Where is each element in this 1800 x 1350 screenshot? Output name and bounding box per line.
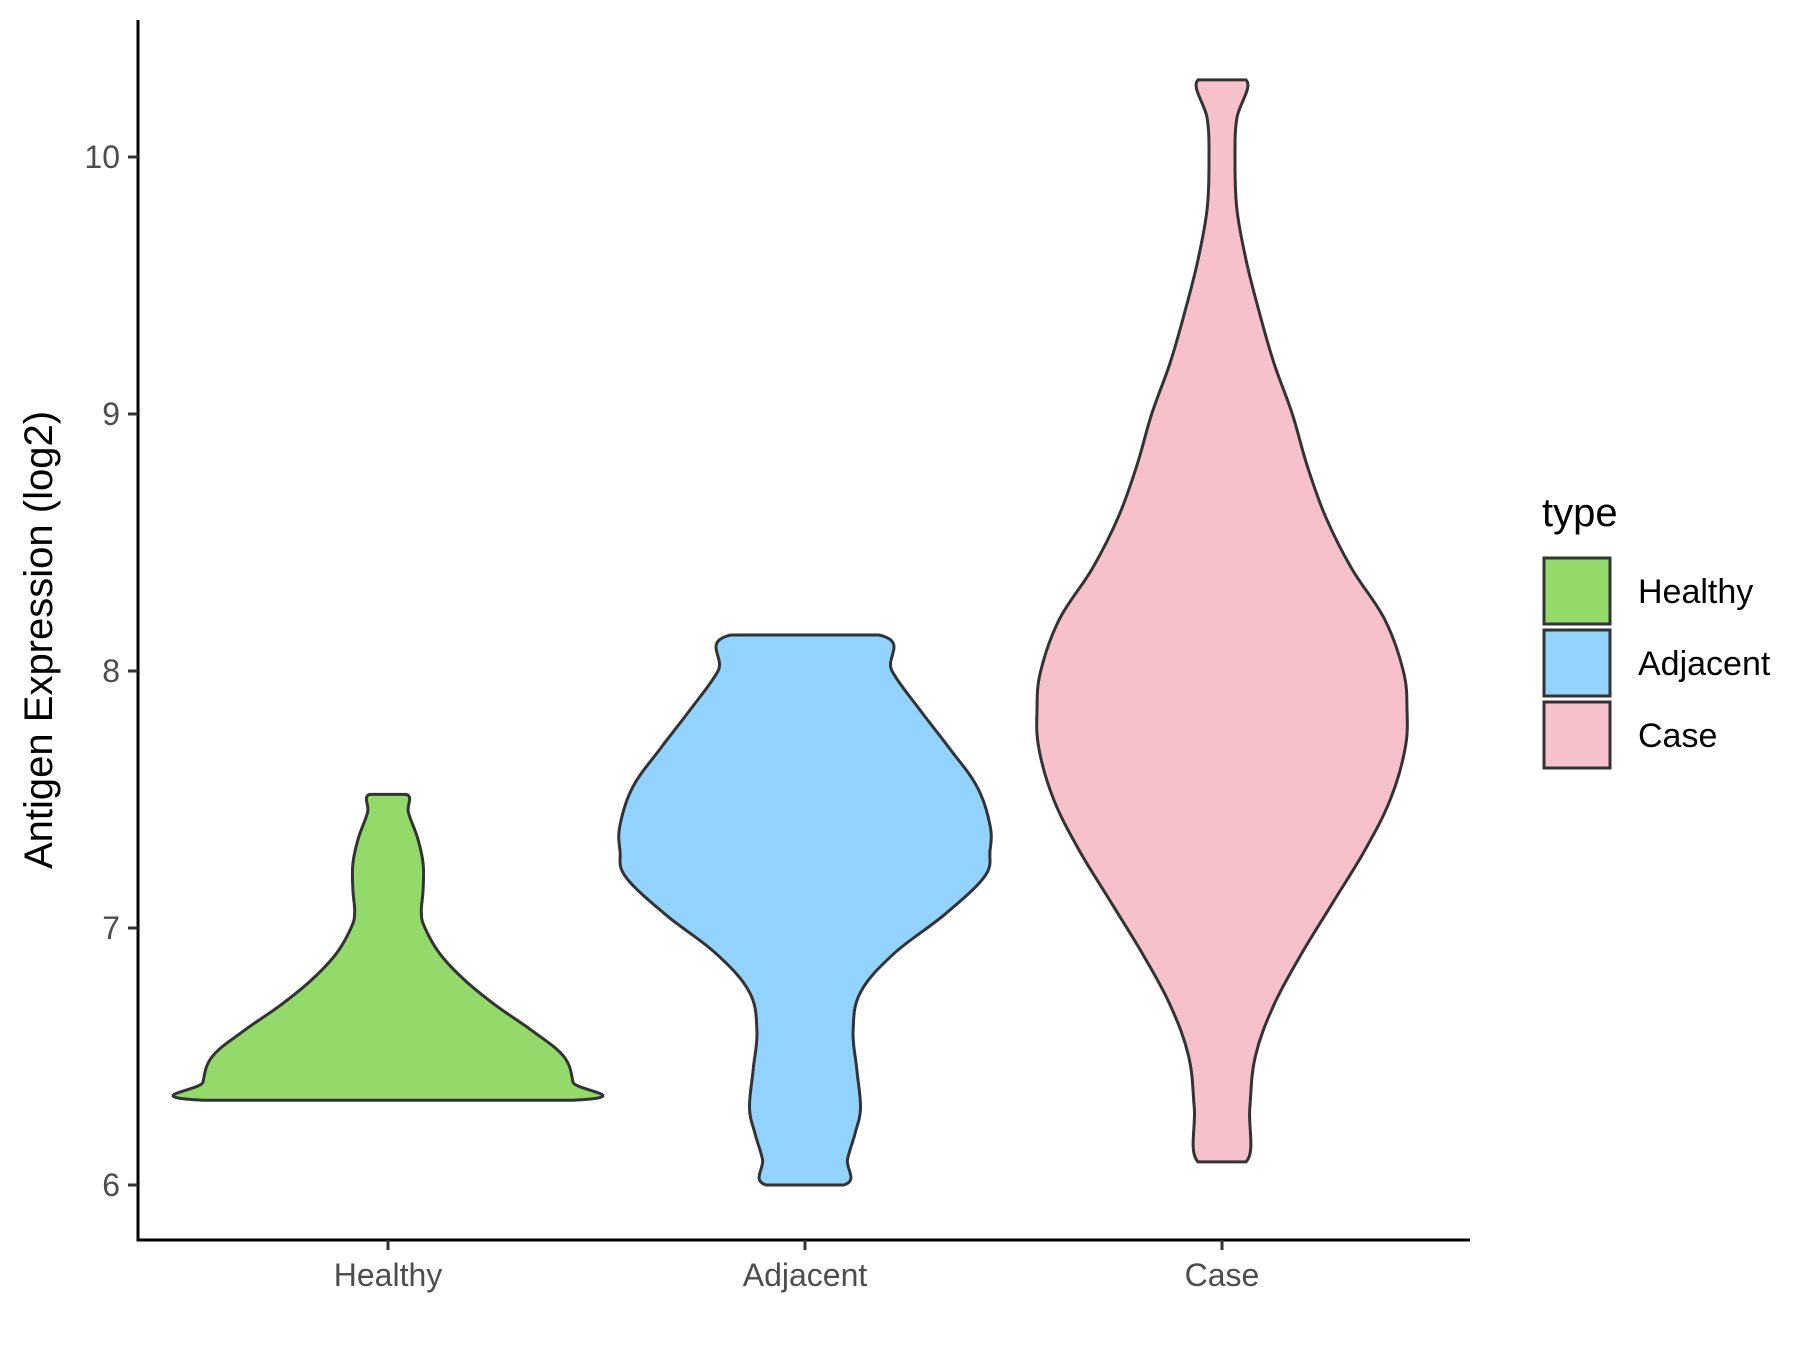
violin-case [1035,78,1409,1164]
violin-adjacent [617,633,993,1187]
x-tick-label: Case [1185,1257,1260,1293]
legend-label-healthy: Healthy [1638,573,1753,611]
x-tick-label: Healthy [334,1257,443,1293]
y-tick-label: 10 [84,139,120,175]
legend-key-case [1542,700,1612,770]
y-tick-label: 9 [102,396,120,432]
legend-key-adjacent [1542,628,1612,698]
y-tick-label: 7 [102,910,120,946]
axes-layer: 6 7 8 9 10 Healthy Adjacent Case [84,20,1470,1293]
y-tick-label: 6 [102,1167,120,1203]
y-axis-title: Antigen Expression (log2) [17,411,61,869]
violin-layer [171,78,1409,1187]
legend: type Healthy Adjacent Case [1542,491,1771,770]
violin-healthy [171,792,605,1102]
legend-key-healthy [1542,556,1612,626]
legend-label-adjacent: Adjacent [1638,645,1771,683]
legend-title: type [1542,491,1618,535]
y-tick-label: 8 [102,653,120,689]
legend-label-case: Case [1638,717,1717,755]
x-tick-label: Adjacent [743,1257,868,1293]
